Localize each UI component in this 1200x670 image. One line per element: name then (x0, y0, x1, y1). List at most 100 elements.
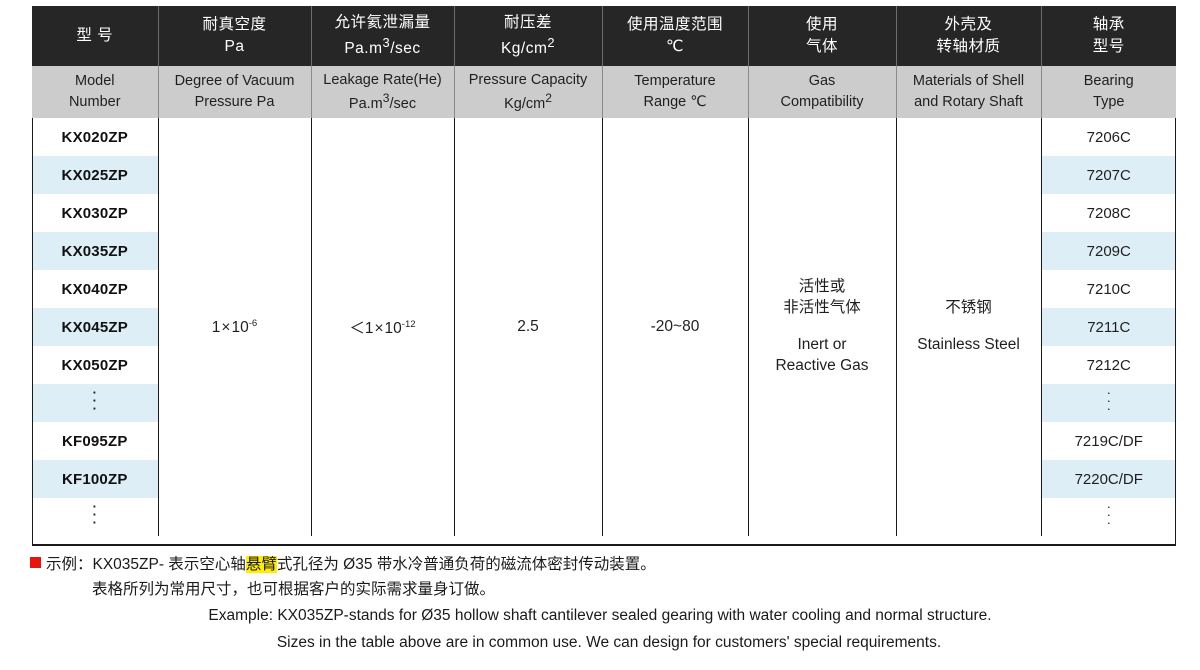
header-pressure-cn-line1: 耐压差 (503, 13, 552, 31)
header-gas-en-line2: Compatibility (780, 94, 864, 110)
pressure-unit-exp: 2 (547, 34, 556, 50)
bearing-type-cell: 7207C (1040, 156, 1176, 194)
bearing-type-ellipsis: · · · (1040, 498, 1176, 536)
header-material-en: Materials of Shell and Rotary Shaft (896, 66, 1042, 118)
vertical-ellipsis-icon: · · · (1106, 498, 1111, 531)
header-temperature-cn-line1: 使用温度范围 (626, 16, 723, 33)
leak-unit-base-en: Pa.m (348, 95, 383, 112)
leakage-exponent: -12 (401, 318, 416, 330)
table-row-ellipsis: · · · · · · (32, 498, 1176, 536)
header-bearing-en-line2: Type (1093, 94, 1125, 110)
header-vacuum-en-line2: Pressure Pa (194, 94, 275, 110)
header-leakage-cn: 允许氦泄漏量 Pa.m3/sec (311, 6, 455, 66)
model-number-cell: KX050ZP (32, 346, 159, 384)
leakage-value: ＜1×10-12 (349, 318, 416, 337)
header-gas-cn-line1: 使用 (805, 16, 838, 33)
vacuum-value: 1×10-6 (211, 317, 258, 336)
table-header: 型 号 耐真空度 Pa 允许氦泄漏量 Pa.m3/sec 耐压差 Kg/cm2 … (32, 6, 1176, 118)
leakage-prefix: ＜ (349, 320, 365, 337)
model-number-cell: KF100ZP (32, 460, 159, 498)
vacuum-mantissa: 1 (211, 318, 221, 336)
vertical-ellipsis-icon: · · · (92, 384, 97, 417)
bearing-type-cell: 7211C (1040, 308, 1176, 346)
table-bottom-border (32, 544, 1176, 546)
note-english-line2: Sizes in the table above are in common u… (276, 634, 942, 651)
note-cn-line1-highlight: 悬臂 (245, 556, 277, 573)
bearing-type-cell: 7206C (1040, 118, 1176, 156)
model-number-cell: KF095ZP (32, 422, 159, 460)
header-pressure-en-line2: Kg/cm2 (455, 90, 602, 114)
header-bearing-cn: 轴承 型号 (1041, 6, 1176, 66)
header-leakage-cn-line2: Pa.m3/sec (312, 34, 454, 60)
header-material-en-line1: Materials of Shell (912, 73, 1025, 90)
table-right-border (1175, 118, 1176, 545)
table-row: KX045ZP 7211C (32, 308, 1176, 346)
vacuum-exponent: -6 (248, 317, 258, 329)
header-gas-cn-line2: 气体 (805, 38, 838, 55)
header-vacuum-en-line1: Degree of Vacuum (174, 73, 295, 90)
header-material-cn: 外壳及 转轴材质 (896, 6, 1042, 66)
material-en: Stainless Steel (917, 336, 1020, 353)
table-row: KX030ZP 7208C (32, 194, 1176, 232)
gas-cn-line1: 活性或 (798, 278, 846, 296)
header-row-english: Model Number Degree of Vacuum Pressure P… (32, 66, 1176, 118)
table-row: KX025ZP 7207C (32, 156, 1176, 194)
note-cn-line1-part2: 式孔径为 Ø35 带水冷普通负荷的磁流体密封传动装置。 (276, 556, 656, 573)
header-material-en-line2: and Rotary Shaft (914, 94, 1023, 110)
bearing-type-cell: 7219C/DF (1040, 422, 1176, 460)
leak-unit-exp: 3 (382, 34, 391, 50)
header-vacuum-cn-line2: Pa (224, 38, 245, 55)
gas-en-line2: Reactive Gas (775, 356, 869, 374)
vacuum-value-cell: 1×10-6 (158, 118, 312, 536)
vacuum-times: × (221, 318, 231, 336)
material-cn: 不锈钢 (945, 299, 992, 317)
table-row: KF100ZP 7220C/DF (32, 460, 1176, 498)
header-temperature-en-line2: Range ℃ (643, 94, 707, 110)
gas-spacer (749, 319, 896, 335)
leakage-value-cell: ＜1×10-12 (311, 118, 455, 536)
model-number-cell: KX035ZP (32, 232, 159, 270)
table-body: KX020ZP 1×10-6 ＜1×10-12 2.5 -20~80 活性或 非… (32, 118, 1176, 536)
header-temperature-cn: 使用温度范围 ℃ (602, 6, 749, 66)
header-vacuum-en: Degree of Vacuum Pressure Pa (158, 66, 312, 118)
header-model-en: Model Number (32, 66, 159, 118)
table-row: KF095ZP 7219C/DF (32, 422, 1176, 460)
leakage-base: 10 (384, 320, 402, 337)
model-number-ellipsis: · · · (32, 384, 159, 422)
note-chinese-line1: 示例：KX035ZP- 表示空心轴悬臂式孔径为 Ø35 带水冷普通负荷的磁流体密… (0, 552, 1200, 577)
header-leakage-en: Leakage Rate(He) Pa.m3/sec (311, 66, 455, 118)
bearing-type-cell: 7209C (1040, 232, 1176, 270)
header-temperature-en-line1: Temperature (634, 73, 716, 90)
table-row: KX020ZP 1×10-6 ＜1×10-12 2.5 -20~80 活性或 非… (32, 118, 1176, 536)
header-leakage-cn-line1: 允许氦泄漏量 (334, 13, 431, 31)
note-english-line1: Example: KX035ZP-stands for Ø35 hollow s… (208, 607, 992, 624)
table-row: KX035ZP 7209C (32, 232, 1176, 270)
pressure-unit-base: Kg/cm (500, 40, 548, 58)
header-vacuum-cn: 耐真空度 Pa (158, 6, 312, 66)
header-model-en-line2: Number (68, 94, 121, 110)
header-pressure-cn-line2: Kg/cm2 (455, 34, 602, 60)
vacuum-base: 10 (231, 318, 249, 336)
note-chinese-line2: 表格所列为常用尺寸，也可根据客户的实际需求量身订做。 (92, 581, 496, 598)
pressure-unit-base-en: Kg/cm (504, 95, 546, 112)
header-row-chinese: 型 号 耐真空度 Pa 允许氦泄漏量 Pa.m3/sec 耐压差 Kg/cm2 … (32, 6, 1176, 66)
leak-unit-base: Pa.m (344, 40, 383, 58)
header-material-cn-line2: 转轴材质 (936, 38, 1001, 55)
model-number-cell: KX040ZP (32, 270, 159, 308)
model-number-cell: KX020ZP (32, 118, 159, 156)
header-gas-cn: 使用 气体 (748, 6, 897, 66)
gas-cn-line2: 非活性气体 (783, 299, 861, 317)
model-number-cell: KX025ZP (32, 156, 159, 194)
specification-table: 型 号 耐真空度 Pa 允许氦泄漏量 Pa.m3/sec 耐压差 Kg/cm2 … (32, 6, 1176, 536)
header-gas-en-line1: Gas (808, 73, 836, 90)
gas-en-line1: Inert or (797, 336, 847, 353)
red-square-bullet-icon (30, 557, 41, 568)
vertical-ellipsis-icon: · · · (1106, 384, 1111, 417)
leakage-times: × (374, 320, 384, 337)
header-bearing-cn-line2: 型号 (1092, 38, 1125, 55)
header-leakage-en-line1: Leakage Rate(He) (323, 71, 442, 88)
header-bearing-en: Bearing Type (1041, 66, 1176, 118)
bearing-type-ellipsis: · · · (1040, 384, 1176, 422)
leak-unit-tail: /sec (390, 40, 421, 58)
